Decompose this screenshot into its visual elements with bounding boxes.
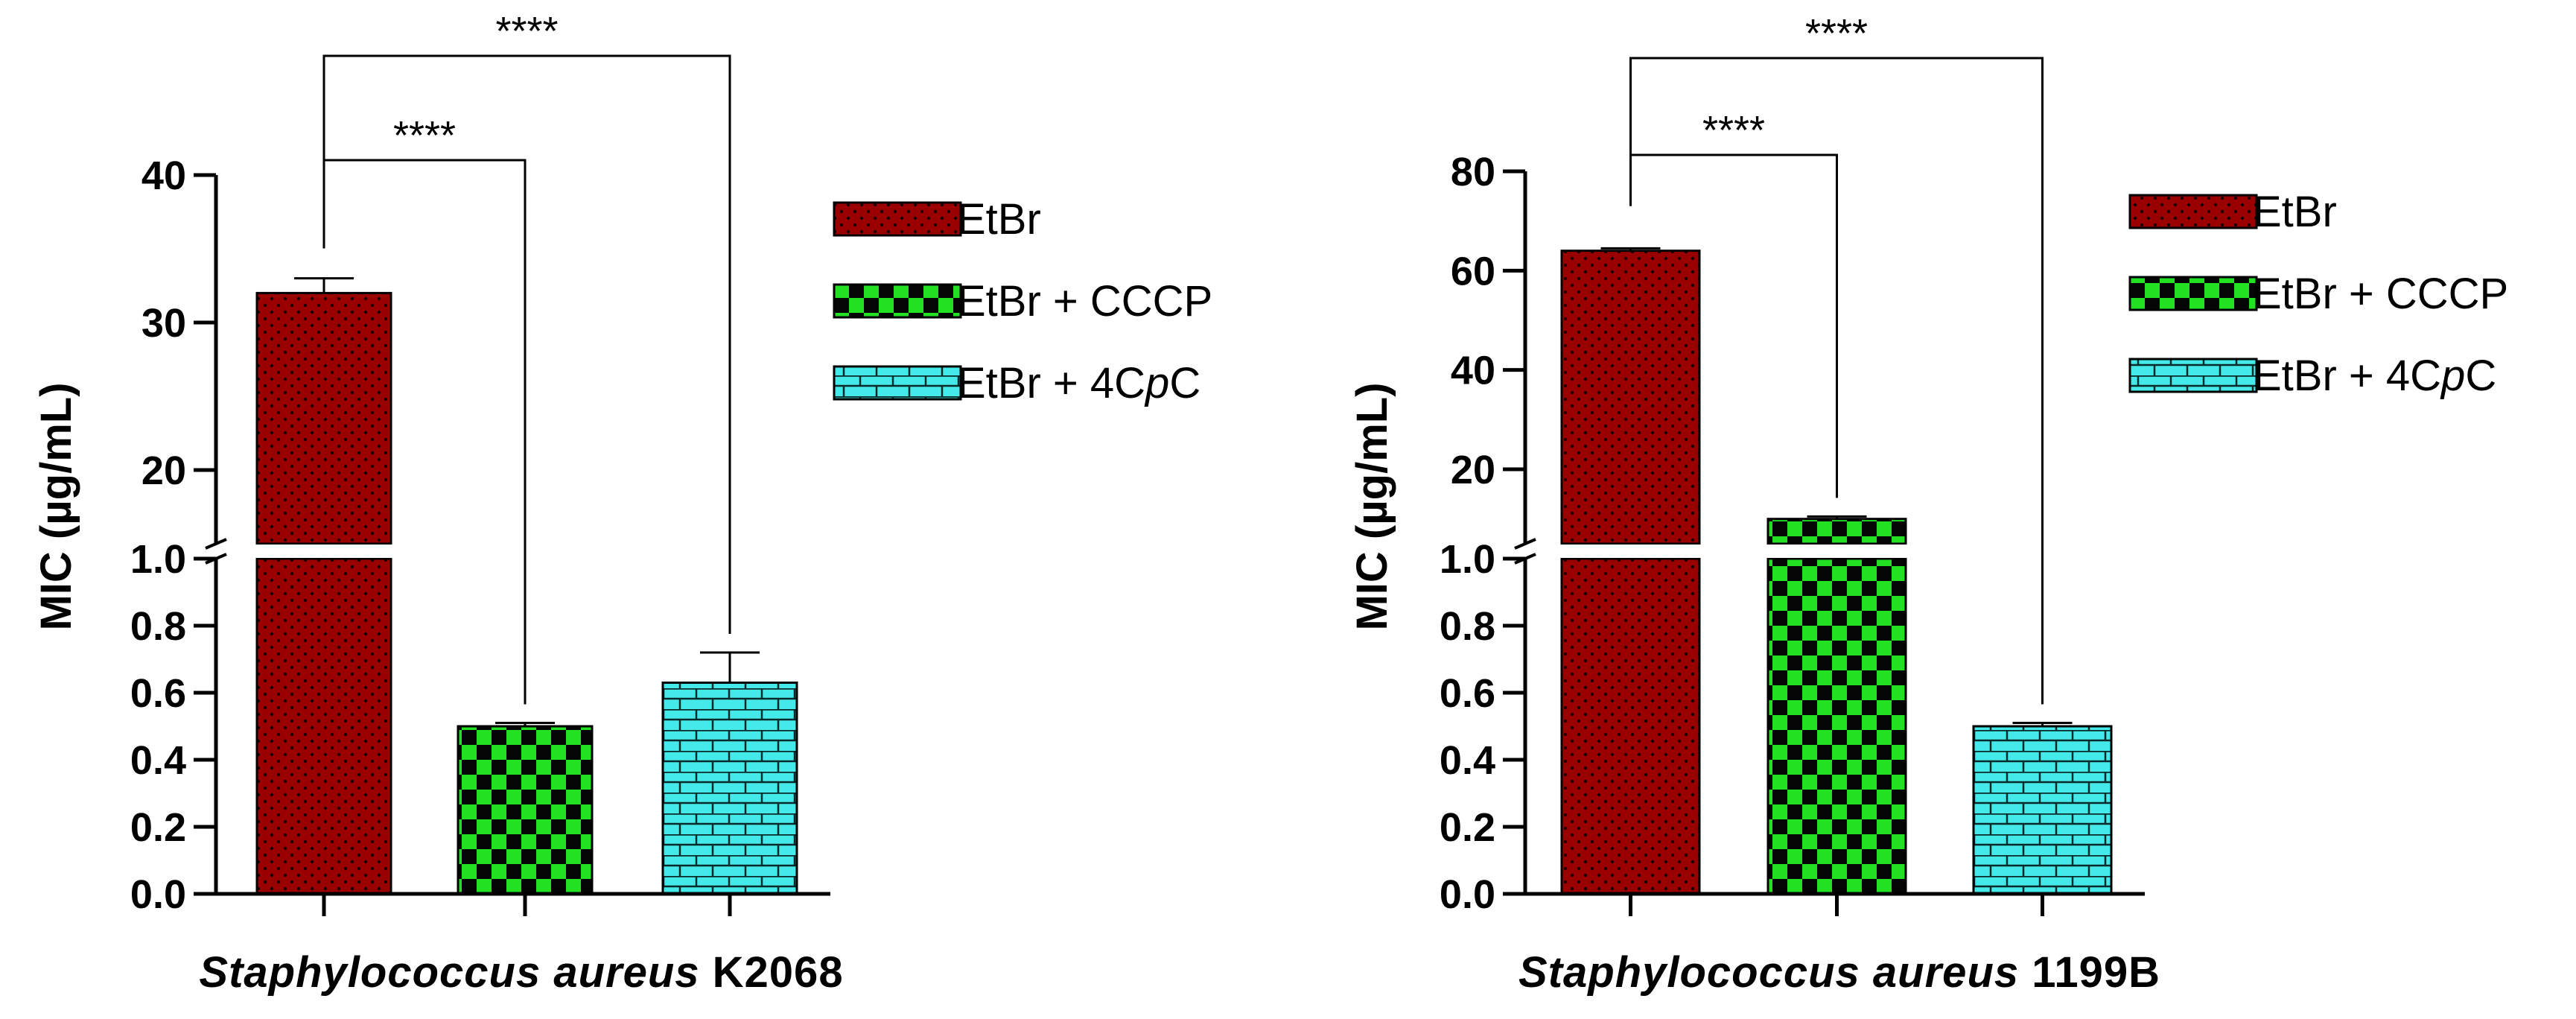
y-tick-label: 0.6 (1440, 671, 1495, 716)
y-tick-label: 1.0 (1440, 537, 1495, 582)
legend: EtBr EtBr + CCCP EtBr + 4CpC (833, 195, 1212, 407)
bar-4cpc (1972, 725, 2113, 895)
y-tick-label: 60 (1451, 249, 1495, 293)
legend-swatch-etbr (2128, 194, 2258, 229)
axis-break-gap (205, 545, 808, 558)
y-tick-label: 1.0 (130, 537, 186, 582)
bar-4cpc (661, 682, 798, 895)
legend-label-4cpc: EtBr + 4CpC (2253, 352, 2496, 400)
chart-panel-k2068: 0.0 0.2 0.4 0.6 0.8 1.0 20 30 40 **** **** MIC (µ… (32, 9, 843, 997)
y-tick-label: 0.2 (1440, 805, 1495, 850)
y-tick-label: 0.2 (130, 805, 186, 850)
bar-etbr-upper (255, 291, 392, 545)
bar-etbr-lower (255, 557, 392, 895)
legend-label-cccp: EtBr + CCCP (2253, 270, 2508, 318)
y-tick-label: 0.4 (1440, 738, 1495, 783)
legend-label-etbr: EtBr (957, 195, 1041, 244)
y-tick-label: 30 (141, 301, 186, 346)
y-axis-title: MIC (µg/mL) (32, 382, 80, 630)
axis-break-gap (1514, 545, 2122, 558)
y-tick-label: 0.0 (130, 872, 186, 917)
legend-swatch-4cpc (833, 365, 962, 401)
significance-label: **** (1805, 11, 1868, 56)
y-tick-label: 20 (141, 448, 186, 493)
y-tick-label: 0.8 (130, 604, 186, 649)
x-axis-title: Staphylococcus aureus K2068 (199, 948, 843, 997)
significance-label: **** (393, 113, 456, 158)
bar-cccp (457, 725, 594, 895)
legend-label-cccp: EtBr + CCCP (957, 277, 1212, 326)
significance-label: **** (1702, 108, 1765, 153)
legend-label-etbr: EtBr (2253, 188, 2337, 236)
bar-cccp-upper (1766, 518, 1907, 545)
y-tick-label: 40 (1451, 349, 1495, 393)
axis-break-mark (205, 538, 227, 550)
bar-etbr-lower (1560, 557, 1701, 895)
significance-bracket (322, 54, 731, 634)
legend: EtBr EtBr + CCCP EtBr + 4CpC (2128, 188, 2508, 400)
y-tick-label: 40 (141, 153, 186, 198)
x-axis-title: Staphylococcus aureus 1199B (1518, 948, 2160, 997)
significance-bracket (1629, 57, 2044, 705)
legend-swatch-4cpc (2128, 358, 2258, 393)
bar-etbr-upper (1560, 250, 1701, 545)
significance-label: **** (495, 9, 558, 54)
legend-swatch-cccp (833, 283, 962, 319)
axis-break-mark (1514, 538, 1536, 550)
legend-swatch-etbr (833, 201, 962, 237)
y-tick-label: 0.0 (1440, 872, 1495, 917)
y-tick-label: 80 (1451, 150, 1495, 194)
legend-label-4cpc: EtBr + 4CpC (957, 359, 1200, 407)
y-tick-label: 0.6 (130, 671, 186, 716)
y-tick-label: 0.8 (1440, 604, 1495, 649)
legend-swatch-cccp (2128, 276, 2258, 311)
bar-cccp-lower (1766, 557, 1907, 895)
y-axis-title: MIC (µg/mL) (1348, 382, 1396, 630)
chart-panel-1199b: 0.0 0.2 0.4 0.6 0.8 1.0 20 40 60 80 **** **** MIC … (1348, 11, 2160, 997)
y-tick-label: 20 (1451, 448, 1495, 492)
y-tick-label: 0.4 (130, 738, 186, 783)
